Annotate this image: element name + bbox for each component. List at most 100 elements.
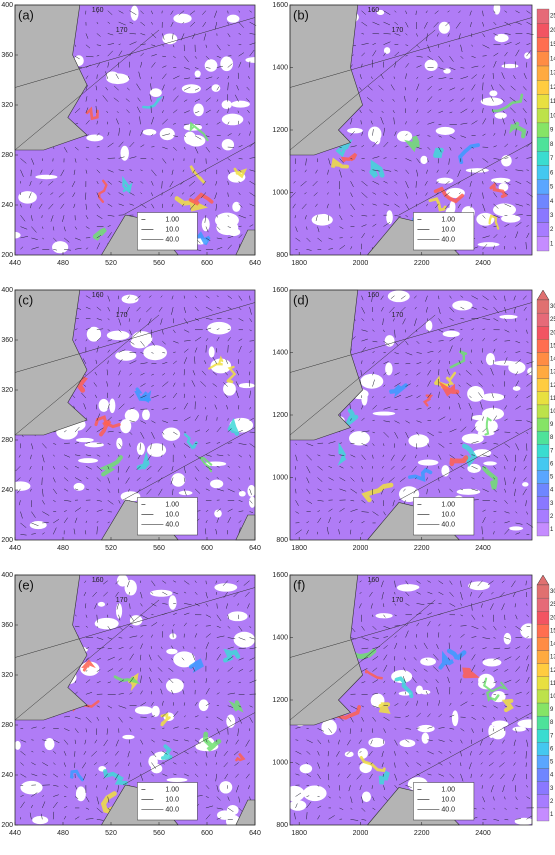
colorbar-label: 2 bbox=[550, 799, 554, 805]
speed-streak bbox=[234, 702, 239, 708]
x-tick-label: 2000 bbox=[353, 830, 369, 837]
colorbar-label: 14 bbox=[550, 357, 555, 363]
legend-label: 10.0 bbox=[165, 796, 179, 803]
legend-label: 1.00 bbox=[165, 786, 179, 793]
y-tick-label: 200 bbox=[1, 537, 13, 544]
colorbar-swatch bbox=[537, 180, 549, 194]
colorbar-swatch bbox=[537, 366, 549, 379]
x-tick-label: 520 bbox=[105, 545, 117, 552]
calm-patch bbox=[231, 101, 250, 108]
colorbar-swatch bbox=[537, 9, 549, 23]
colorbar-label: 3 bbox=[550, 501, 554, 507]
colorbar-swatch bbox=[537, 237, 549, 251]
colorbar-label: 30 bbox=[550, 304, 555, 310]
y-tick-label: 1000 bbox=[272, 189, 288, 196]
calm-patch bbox=[384, 47, 390, 54]
y-tick-label: 1200 bbox=[272, 412, 288, 419]
colorbar-label: 3 bbox=[550, 213, 554, 219]
contour-label: 170 bbox=[116, 597, 128, 604]
legend-label: 10.0 bbox=[441, 511, 455, 518]
calm-patch bbox=[303, 785, 327, 801]
x-tick-label: 640 bbox=[249, 545, 261, 552]
calm-patch bbox=[205, 59, 218, 71]
colorbar-swatch bbox=[537, 703, 549, 716]
calm-patch bbox=[358, 748, 368, 759]
colorbar-label: 10 bbox=[550, 113, 555, 119]
calm-patch bbox=[135, 706, 153, 714]
colorbar-label: 30 bbox=[550, 589, 555, 595]
x-tick-label: 560 bbox=[153, 545, 165, 552]
colorbar-label: 20 bbox=[550, 330, 555, 336]
legend-label: 40.0 bbox=[165, 236, 179, 243]
calm-patch bbox=[215, 213, 239, 228]
x-tick-label: 600 bbox=[201, 260, 213, 267]
calm-patch bbox=[223, 382, 236, 395]
colorbar-label: 2 bbox=[550, 514, 554, 520]
colorbar-swatch bbox=[537, 742, 549, 755]
y-tick-label: 1000 bbox=[272, 474, 288, 481]
y-tick-label: 240 bbox=[1, 772, 13, 779]
y-tick-label: 320 bbox=[1, 672, 13, 679]
calm-patch bbox=[491, 178, 510, 183]
legend-label: 1.00 bbox=[165, 216, 179, 223]
calm-patch bbox=[362, 791, 371, 802]
colorbar-label: 11 bbox=[550, 396, 555, 402]
contour-label: 160 bbox=[367, 7, 379, 14]
x-tick-label: 2000 bbox=[353, 260, 369, 267]
calm-patch bbox=[35, 175, 57, 179]
colorbar-label: 25 bbox=[550, 317, 555, 323]
colorbar-swatch bbox=[537, 300, 549, 313]
legend-label: 10.0 bbox=[165, 226, 179, 233]
calm-patch bbox=[232, 202, 240, 212]
calm-patch bbox=[117, 575, 128, 587]
calm-patch bbox=[449, 201, 455, 214]
colorbar-label: 20 bbox=[550, 615, 555, 621]
colorbar-label: 2 bbox=[550, 227, 554, 233]
calm-patch bbox=[249, 497, 256, 508]
calm-patch bbox=[439, 22, 450, 34]
contour-label: 170 bbox=[116, 312, 128, 319]
colorbar-swatch bbox=[537, 755, 549, 768]
colorbar-swatch bbox=[537, 379, 549, 392]
calm-patch bbox=[11, 481, 31, 490]
contour-label: 160 bbox=[367, 577, 379, 584]
calm-patch bbox=[388, 290, 410, 302]
colorbar-swatch bbox=[537, 66, 549, 80]
colorbar-label: 12 bbox=[550, 383, 555, 389]
contour-label: 170 bbox=[116, 27, 128, 34]
colorbar-label: 1 bbox=[550, 527, 554, 533]
colorbar-label: 13 bbox=[550, 655, 555, 661]
panel-label: (d) bbox=[293, 292, 309, 307]
colorbar-label: 13 bbox=[550, 370, 555, 376]
calm-patch bbox=[436, 127, 455, 135]
colorbar-swatch bbox=[537, 52, 549, 66]
colorbar-label: 8 bbox=[550, 435, 554, 441]
calm-patch bbox=[501, 155, 512, 166]
colorbar-swatch bbox=[537, 208, 549, 222]
calm-patch bbox=[227, 611, 247, 621]
colorbar-swatch bbox=[537, 194, 549, 208]
colorbar-label: 5 bbox=[550, 475, 554, 481]
y-tick-label: 1200 bbox=[272, 127, 288, 134]
contour-label: 170 bbox=[392, 27, 404, 34]
colorbar: 123456789101112131415202530 bbox=[537, 575, 555, 821]
calm-patch bbox=[493, 361, 516, 366]
calm-patch bbox=[220, 56, 233, 71]
x-tick-label: 480 bbox=[57, 545, 69, 552]
colorbar-label: 7 bbox=[550, 733, 554, 739]
colorbar-swatch bbox=[537, 795, 549, 808]
calm-patch bbox=[148, 755, 157, 767]
contour-label: 170 bbox=[392, 312, 404, 319]
legend-label: 10.0 bbox=[165, 511, 179, 518]
x-tick-label: 2200 bbox=[414, 545, 430, 552]
y-tick-label: 280 bbox=[1, 437, 13, 444]
calm-patch bbox=[98, 602, 105, 607]
x-tick-label: 640 bbox=[249, 260, 261, 267]
colorbar-label: 6 bbox=[550, 170, 554, 176]
colorbar-swatch bbox=[537, 392, 549, 405]
colorbar-label: 8 bbox=[550, 142, 554, 148]
calm-patch bbox=[78, 458, 98, 463]
calm-patch bbox=[227, 15, 240, 23]
colorbar-label: 25 bbox=[550, 602, 555, 608]
calm-patch bbox=[214, 583, 237, 591]
